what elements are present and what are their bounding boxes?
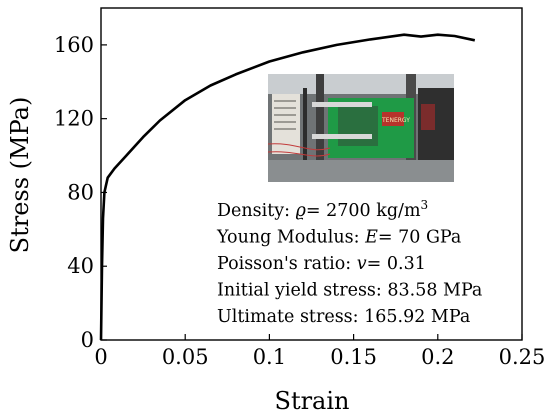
annotation-line: Poisson's ratio: v= 0.31 — [217, 254, 426, 274]
x-tick-label: 0.25 — [499, 345, 546, 369]
annotation-line: Density: ϱ= 2700 kg/m3 — [217, 198, 428, 221]
plot-frame — [100, 7, 523, 341]
annotation-line: Young Modulus: E= 70 GPa — [216, 228, 461, 248]
x-tick-label: 0.15 — [330, 345, 377, 369]
x-tick-label: 0.1 — [253, 345, 286, 369]
annotation-line: Ultimate stress: 165.92 MPa — [217, 307, 470, 327]
series-layer — [99, 33, 476, 341]
inset-photo-device-label: TENERGY — [381, 117, 410, 124]
x-tick-label: 0 — [94, 345, 107, 369]
y-axis-title: Stress (MPa) — [6, 97, 34, 254]
ticks-layer: 0 0.05 0.1 0.15 0.2 0.25 0 40 80 120 160 — [54, 33, 545, 369]
x-tick-label: 0.2 — [421, 345, 454, 369]
stress-strain-curve — [99, 33, 476, 341]
y-tick-label: 40 — [67, 254, 94, 278]
y-tick-label: 0 — [81, 328, 94, 352]
y-tick-label: 160 — [54, 33, 94, 57]
annotation-line: Initial yield stress: 83.58 MPa — [217, 281, 482, 301]
annotation-block: Density: ϱ= 2700 kg/m3 Young Modulus: E= … — [216, 198, 482, 327]
y-tick-label: 80 — [67, 180, 94, 204]
x-axis-title: Strain — [275, 387, 350, 415]
x-tick-label: 0.05 — [162, 345, 209, 369]
tensile-test-photo: TENERGY — [268, 74, 454, 182]
y-tick-label: 120 — [54, 107, 94, 131]
